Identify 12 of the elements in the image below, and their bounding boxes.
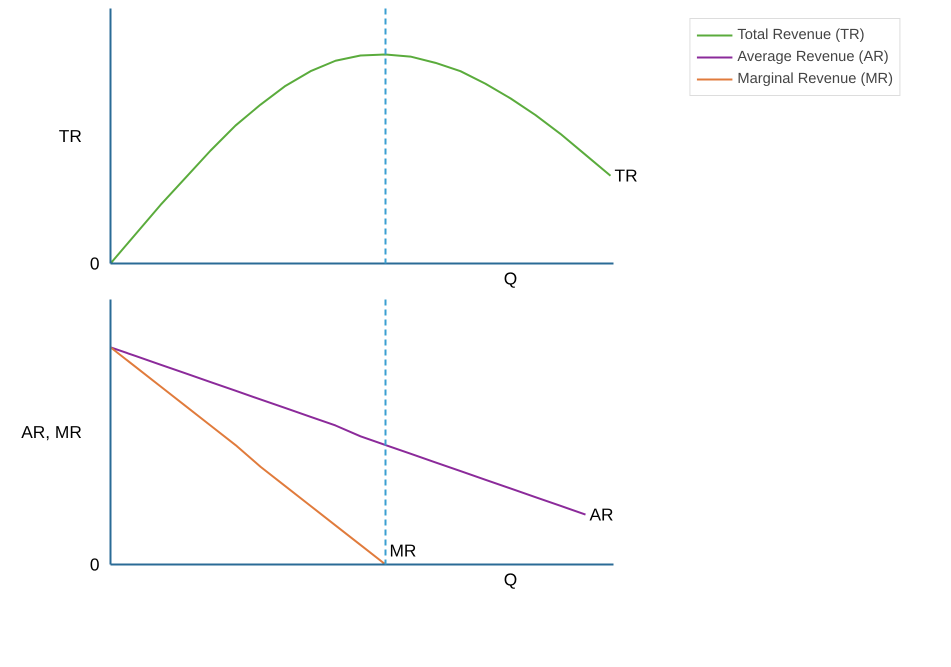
text: 0 [90,254,100,274]
x-axis-title: Q [504,268,518,288]
y-axis-title: TR [58,126,82,146]
legend-label: Average Revenue (AR) [737,49,889,65]
text: 0 [90,554,100,574]
y-axis-title: AR, MR [21,422,82,442]
annotation: AR [590,504,614,525]
text: TR [614,166,638,186]
legend-label: Marginal Revenue (MR) [737,71,893,87]
x-axis-title: Q [504,570,518,590]
legend-label: Total Revenue (TR) [737,27,864,43]
annotation: MR [390,540,416,560]
